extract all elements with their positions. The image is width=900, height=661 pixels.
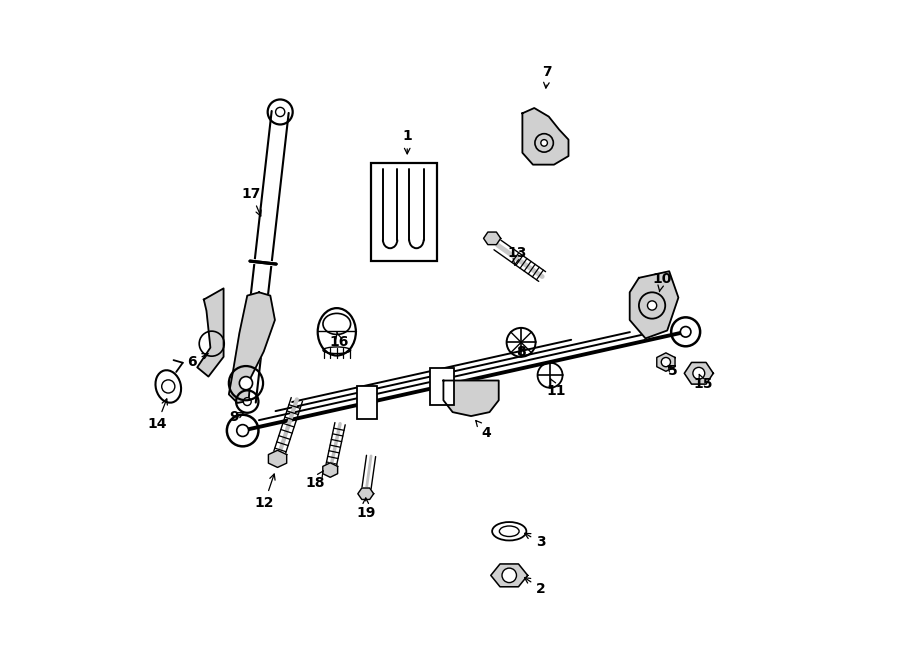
Text: 15: 15: [694, 374, 713, 391]
Polygon shape: [444, 381, 499, 416]
Circle shape: [243, 398, 251, 406]
Circle shape: [541, 139, 547, 146]
FancyBboxPatch shape: [356, 387, 376, 419]
Text: 9: 9: [230, 410, 244, 424]
Text: 6: 6: [187, 354, 208, 369]
Text: 7: 7: [543, 65, 553, 88]
Text: 11: 11: [547, 379, 566, 398]
Text: 4: 4: [476, 420, 491, 440]
Circle shape: [275, 107, 284, 116]
Text: 19: 19: [356, 498, 375, 520]
Polygon shape: [630, 271, 679, 338]
Text: 10: 10: [652, 272, 671, 292]
Text: 17: 17: [241, 186, 261, 216]
Text: 12: 12: [255, 474, 275, 510]
FancyBboxPatch shape: [430, 368, 454, 405]
Polygon shape: [268, 450, 287, 467]
Bar: [371, 163, 436, 260]
Text: 8: 8: [517, 344, 526, 358]
Polygon shape: [657, 353, 675, 371]
Circle shape: [680, 327, 691, 337]
Polygon shape: [358, 488, 374, 500]
Polygon shape: [522, 108, 569, 165]
Circle shape: [502, 568, 517, 582]
Text: 16: 16: [329, 332, 349, 350]
Text: 1: 1: [402, 130, 412, 154]
Text: 3: 3: [525, 533, 545, 549]
Text: 14: 14: [148, 399, 167, 431]
Polygon shape: [483, 232, 500, 245]
Circle shape: [239, 377, 253, 390]
Circle shape: [693, 368, 705, 379]
Circle shape: [647, 301, 657, 310]
Polygon shape: [491, 564, 527, 587]
Circle shape: [162, 380, 175, 393]
Text: 13: 13: [508, 246, 526, 266]
Circle shape: [237, 424, 248, 436]
Circle shape: [662, 358, 670, 367]
Polygon shape: [684, 362, 714, 384]
Text: 5: 5: [668, 364, 678, 378]
Polygon shape: [323, 463, 338, 477]
Polygon shape: [197, 288, 223, 377]
Text: 18: 18: [305, 471, 325, 490]
Text: 2: 2: [525, 578, 545, 596]
Polygon shape: [229, 292, 274, 403]
